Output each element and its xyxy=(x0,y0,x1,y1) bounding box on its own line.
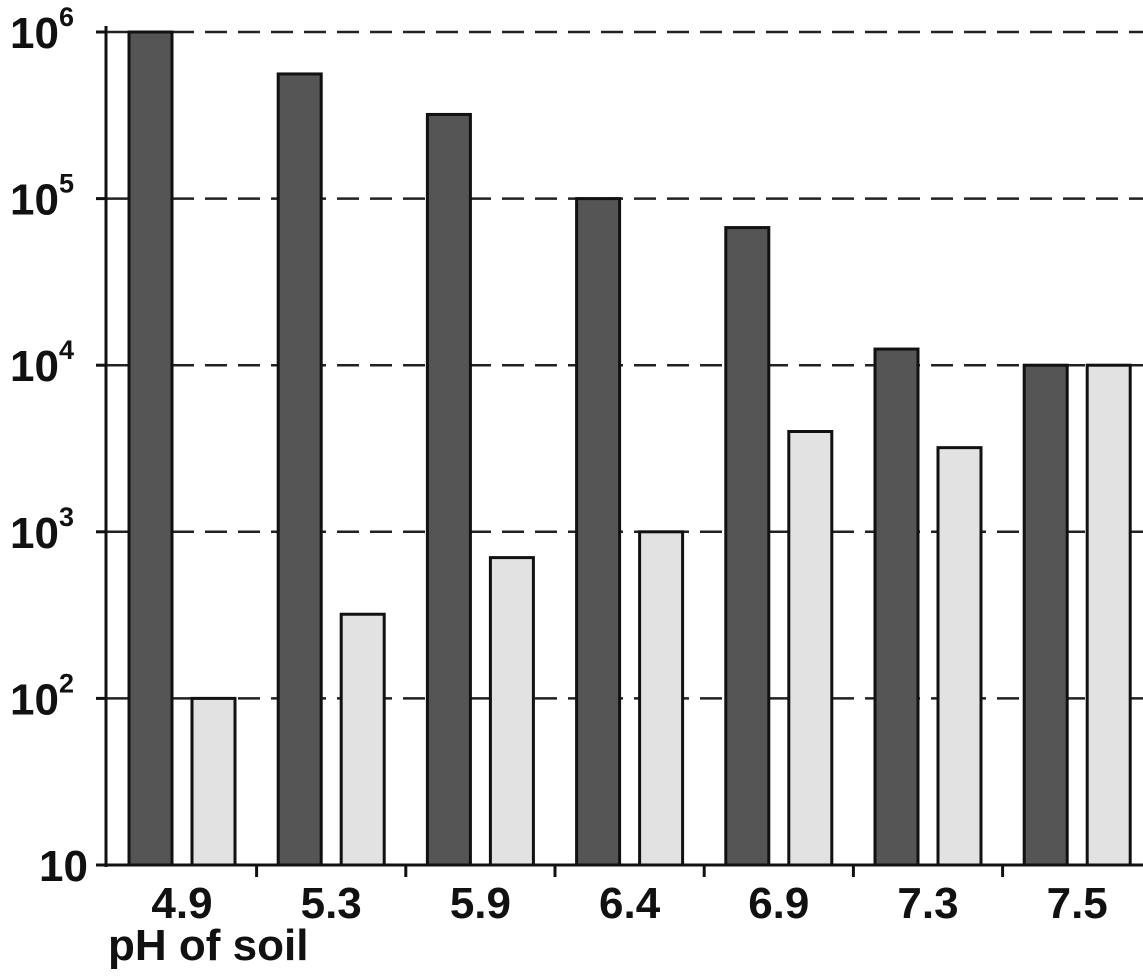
y-tick-label: 104 xyxy=(10,335,74,391)
gridlines xyxy=(106,30,1143,700)
y-tick-label: 102 xyxy=(10,668,74,724)
x-tick-label: 7.3 xyxy=(897,879,958,928)
x-tick-label: 5.9 xyxy=(450,879,511,928)
bar-light xyxy=(936,446,983,867)
x-axis-title: pH of soil xyxy=(108,921,308,970)
bar-dark xyxy=(127,30,174,867)
bars xyxy=(127,30,1132,867)
y-tick-labels: 10 102 103 104 105 106 xyxy=(10,2,106,891)
y-tick-label: 103 xyxy=(10,502,74,558)
y-tick-label: 10 xyxy=(39,842,88,891)
bar-light xyxy=(190,696,237,867)
bar-light xyxy=(339,612,386,867)
y-tick-exponent: 4 xyxy=(59,335,74,365)
x-tick-label: 6.4 xyxy=(599,879,661,928)
x-tick-label: 5.3 xyxy=(301,879,362,928)
bar-dark xyxy=(873,347,920,867)
y-tick-label: 105 xyxy=(10,169,74,225)
y-tick-exponent: 5 xyxy=(59,169,74,199)
y-tick-exponent: 2 xyxy=(59,668,74,698)
bar-light xyxy=(1085,363,1132,867)
y-tick-exponent: 3 xyxy=(59,502,74,532)
bar-dark xyxy=(425,112,472,867)
y-tick-exponent: 6 xyxy=(59,2,74,32)
bar-dark xyxy=(724,226,771,867)
x-tick-labels: 4.9 5.3 5.9 6.4 6.9 7.3 7.5 xyxy=(151,865,1108,928)
x-tick-label: 4.9 xyxy=(151,879,212,928)
x-tick-label: 6.9 xyxy=(748,879,809,928)
bar-dark xyxy=(575,197,622,867)
y-tick-label: 106 xyxy=(10,2,74,58)
bar-light xyxy=(488,556,535,867)
x-tick-label: 7.5 xyxy=(1047,879,1108,928)
bar-light xyxy=(638,530,685,867)
bar-dark xyxy=(1022,363,1069,867)
bar-dark xyxy=(276,72,323,867)
bar-light xyxy=(787,429,834,867)
